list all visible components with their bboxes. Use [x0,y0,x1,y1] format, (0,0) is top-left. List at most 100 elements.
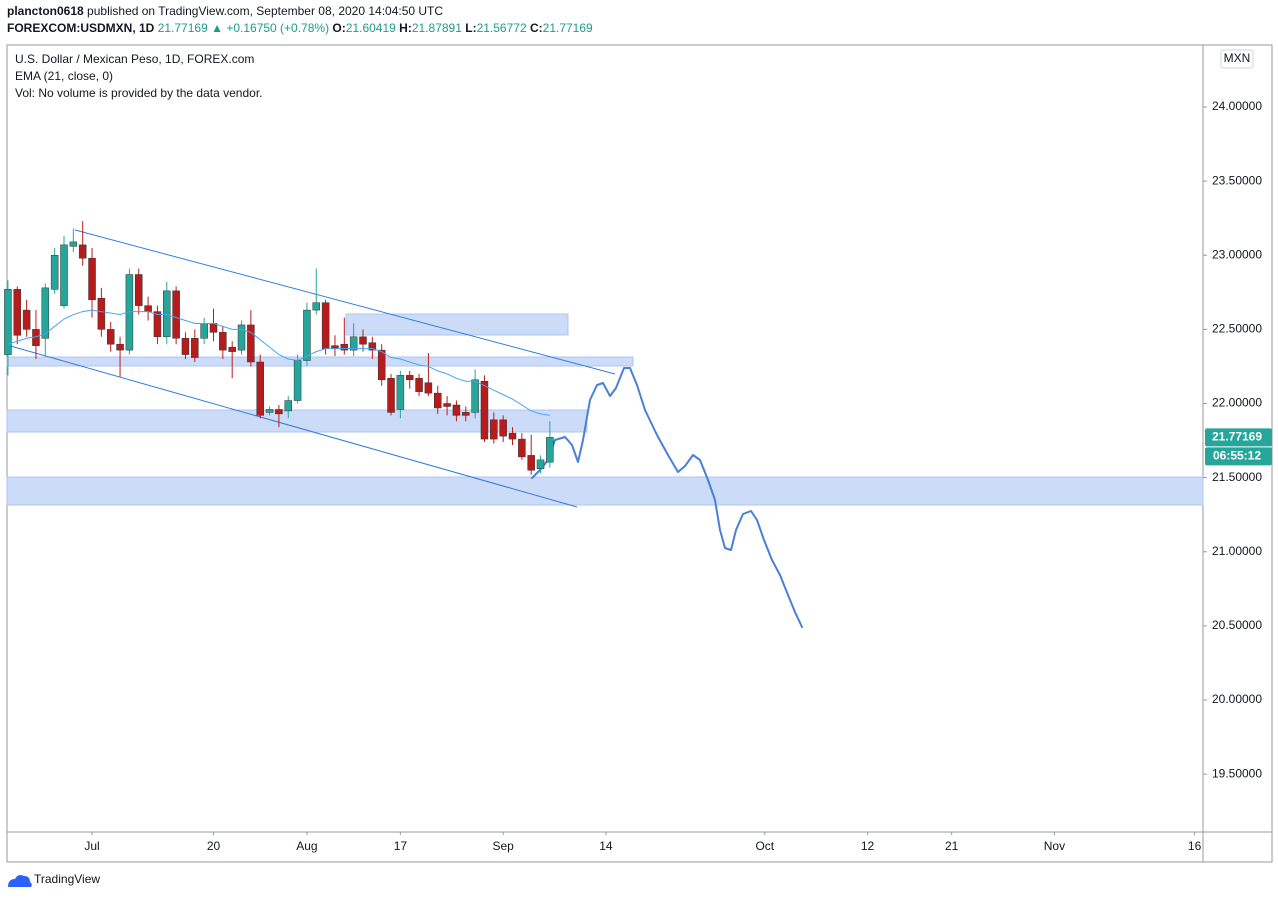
candle-body [256,361,264,416]
y-tick-label: 23.00000 [1212,247,1262,261]
candle-body [293,360,302,401]
candle-body [144,305,152,312]
candle-body [284,400,292,412]
candle-body [359,336,367,345]
candle-body [247,324,255,363]
candle-body [97,297,106,330]
candle-body [462,412,470,416]
candle-body [228,346,236,352]
candle-body [499,419,507,437]
y-tick-label: 22.00000 [1212,396,1262,410]
x-tick-label: 20 [207,839,221,853]
ohlc-label: C: [530,21,543,35]
y-tick-label: 22.50000 [1212,322,1262,336]
y-tick-label: 21.00000 [1212,544,1262,558]
candle-body [50,254,59,290]
candle-body [60,244,68,306]
countdown-tag [1205,447,1272,466]
x-tick-label: 21 [945,839,959,853]
arrow: ▲ [211,21,223,35]
brand-logo [8,875,32,887]
candle-body [172,290,180,339]
author: plancton0618 [7,4,84,18]
candle-body [134,274,143,306]
zone [6,356,634,367]
ohlc-value: 21.87891 [412,21,462,35]
candle-body [508,432,517,440]
candle-body [153,311,162,338]
candle-body [546,437,554,463]
candle-body [321,302,330,349]
candle-body [443,403,451,407]
candle-body [415,378,423,392]
x-tick-label: 12 [861,839,875,853]
candle-body [88,257,96,300]
last-price-tag [1205,428,1272,447]
y-tick-label: 20.50000 [1212,618,1262,632]
candle-body [368,342,377,351]
x-tick-label: Sep [492,839,514,853]
legend-ema: EMA (21, close, 0) [15,69,113,83]
y-tick-label: 23.50000 [1212,173,1262,187]
candle-body [275,409,283,415]
ohlc-label: H: [399,21,412,35]
x-tick-label: 17 [394,839,408,853]
candle-body [480,381,489,440]
ema-line [7,309,550,416]
candle-body [349,336,358,351]
candle-body [219,332,227,351]
candle-body [377,349,386,381]
candle-body [387,378,395,413]
candle-body [13,289,22,336]
ohlc-value: 21.60419 [346,21,396,35]
candle-body [163,290,171,338]
candle-body [265,409,274,413]
zone [345,313,569,336]
y-tick-label: 20.00000 [1212,692,1262,706]
x-tick-label: Jul [84,839,99,853]
ohlc-label: O: [332,21,345,35]
candle-body [41,287,50,339]
symbol: FOREXCOM:USDMXN, 1D [7,21,155,35]
published: published on TradingView.com, September … [87,4,443,18]
candle-body [424,382,433,394]
candle-body [116,343,124,351]
candle-body [209,323,218,333]
candle-body [69,241,78,247]
ohlc-label: L: [465,21,476,35]
last-price-label: 21.77169 [1212,430,1262,444]
x-tick-label: Nov [1044,839,1065,853]
candle-body [433,392,442,409]
projection-path [531,367,803,628]
zone [6,476,1204,506]
channel-upper [74,229,616,375]
candle-body [340,343,349,351]
brand: TradingView [34,872,100,886]
candle-body [22,309,31,330]
y-tick-label: 19.50000 [1212,766,1262,780]
candle-body [490,419,498,440]
candle-body [4,289,12,355]
candle-body [405,375,414,381]
currency: MXN [1224,51,1251,65]
candle-body [312,302,321,311]
channel-lower [6,344,578,508]
legend-title: U.S. Dollar / Mexican Peso, 1D, FOREX.co… [15,52,254,66]
candle-body [303,309,311,361]
candle-body [396,375,405,410]
chart-frame [6,44,1273,863]
ohlc-value: 21.56772 [477,21,527,35]
candle-body [452,404,461,416]
x-tick-label: Oct [755,839,774,853]
symbol-line: FOREXCOM:USDMXN, 1D 21.77169 ▲ +0.16750 … [7,21,593,35]
candle-body [200,323,208,339]
plot: 19.50000 20.00000 20.50000 21.00000 21.50000… [4,99,1262,853]
candle-body [471,379,479,413]
ohlc-value: 21.77169 [543,21,593,35]
candle-body [237,324,246,351]
candle-body [536,459,545,469]
x-tick-label: Aug [296,839,317,853]
legend-volume: Vol: No volume is provided by the data v… [15,86,262,100]
candle-body [106,329,115,345]
